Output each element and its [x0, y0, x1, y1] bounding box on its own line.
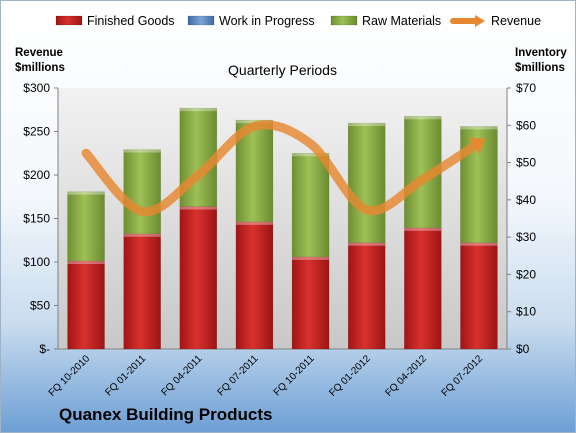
bar-top-highlight [292, 256, 330, 260]
bar-top-highlight [404, 116, 442, 120]
legend-swatch-work-in-progress [187, 15, 215, 26]
bar-top-highlight [460, 242, 498, 246]
left-tick-label: $200 [23, 168, 50, 182]
left-tick-label: $300 [23, 81, 50, 95]
x-tick-label: FQ 07-2011 [216, 353, 261, 398]
legend-label: Raw Materials [362, 14, 441, 28]
bar-top-highlight [67, 261, 105, 265]
bar-top-highlight [179, 108, 217, 112]
bar-top-highlight [460, 126, 498, 130]
x-tick-label: FQ 04-2012 [383, 353, 429, 399]
right-tick-label: $0 [516, 342, 530, 356]
right-tick-label: $20 [516, 267, 536, 281]
bar-finished-goods [291, 256, 330, 350]
legend-swatch-finished-goods [55, 15, 83, 26]
bar-top-highlight [123, 149, 161, 153]
company-name: Quanex Building Products [59, 405, 273, 424]
x-tick-label: FQ 04-2011 [159, 353, 204, 398]
bar-raw-materials [347, 122, 386, 243]
right-tick-label: $40 [516, 193, 536, 207]
revenue-arrowhead [468, 137, 486, 155]
legend-label: Finished Goods [87, 14, 175, 28]
left-tick-label: $150 [23, 212, 50, 226]
bar-finished-goods [123, 233, 161, 350]
bar-finished-goods [235, 221, 274, 350]
x-tick-label: FQ 07-2012 [440, 353, 486, 399]
x-tick-label: FQ 01-2012 [327, 353, 373, 399]
left-tick-label: $50 [30, 299, 50, 313]
right-tick-label: $70 [516, 81, 536, 95]
bar-top-highlight [348, 123, 386, 127]
bar-top-highlight [348, 242, 386, 246]
right-tick-label: $50 [516, 156, 536, 170]
x-tick-label: FQ 10-2011 [272, 353, 317, 398]
legend-swatch-raw-materials [330, 15, 358, 26]
legend-label: Work in Progress [219, 14, 315, 28]
left-axis-title-line1: Revenue [15, 47, 63, 59]
x-tick-label: FQ 10-2010 [47, 353, 93, 399]
left-tick-label: $- [39, 342, 50, 356]
bar-finished-goods [404, 227, 442, 350]
chart-title: Quarterly Periods [228, 62, 337, 78]
right-tick-label: $10 [516, 305, 536, 319]
bar-raw-materials [123, 149, 161, 235]
bar-top-highlight [123, 233, 161, 237]
x-tick-label: FQ 01-2011 [103, 353, 148, 398]
right-axis-title-line2: $millions [515, 62, 565, 74]
bar-top-highlight [67, 191, 105, 195]
revenue-line [81, 120, 484, 217]
left-tick-label: $250 [23, 125, 50, 139]
legend-arrow-revenue [475, 15, 485, 27]
bar-top-highlight [179, 206, 217, 210]
bar-raw-materials [291, 153, 330, 258]
legend-label: Revenue [491, 14, 541, 28]
right-tick-label: $60 [516, 118, 536, 132]
right-tick-label: $30 [516, 230, 536, 244]
bar-finished-goods [460, 242, 498, 350]
bar-finished-goods [347, 242, 386, 350]
right-axis-title-line1: Inventory [515, 47, 567, 59]
bar-top-highlight [235, 221, 273, 225]
bar-top-highlight [404, 227, 442, 231]
bar-finished-goods [67, 260, 105, 350]
bar-raw-materials [67, 191, 105, 262]
bar-finished-goods [179, 206, 218, 350]
left-tick-label: $100 [23, 255, 50, 269]
left-axis-title-line2: $millions [15, 62, 65, 74]
bar-top-highlight [235, 120, 273, 124]
bar-top-highlight [292, 153, 330, 157]
